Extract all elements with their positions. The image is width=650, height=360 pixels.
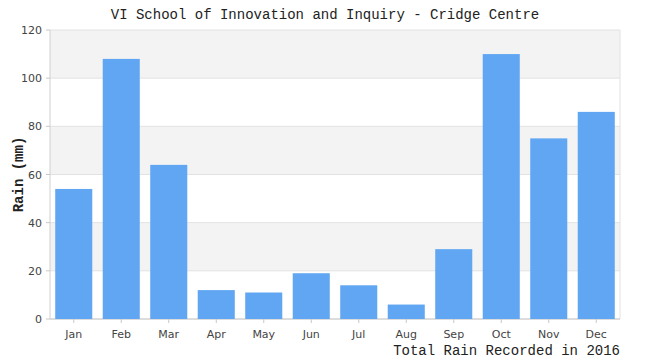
y-tick <box>46 78 50 79</box>
grid-line <box>50 30 620 31</box>
y-tick <box>46 126 50 127</box>
x-tick <box>216 319 217 323</box>
bar <box>483 54 520 319</box>
x-axis-label: Total Rain Recorded in 2016 <box>393 343 620 359</box>
y-tick <box>46 222 50 223</box>
x-tick-label: Jun <box>302 328 320 341</box>
bar <box>435 249 472 319</box>
x-tick-label: Jan <box>64 328 82 341</box>
bar <box>55 189 92 319</box>
chart-svg: 0 20 40 60 80 100 120 Jan Feb Mar Apr May Jun Jul Aug S… <box>0 0 650 360</box>
frame-right <box>620 30 621 319</box>
x-tick <box>453 319 454 323</box>
x-tick <box>168 319 169 323</box>
chart-container: 0 20 40 60 80 100 120 Jan Feb Mar Apr May Jun Jul Aug S… <box>0 0 650 360</box>
x-tick-label: Dec <box>586 328 607 341</box>
x-tick-label: Sep <box>443 328 464 341</box>
bar <box>293 273 330 319</box>
x-tick <box>501 319 502 323</box>
x-tick <box>548 319 549 323</box>
bar <box>388 305 425 319</box>
bars <box>55 54 615 319</box>
y-tick-label: 0 <box>35 313 42 326</box>
y-tick-label: 40 <box>28 217 42 230</box>
x-tick <box>311 319 312 323</box>
title: VI School of Innovation and Inquiry - Cr… <box>111 7 539 23</box>
x-tick <box>406 319 407 323</box>
x-tick-label: Feb <box>112 328 131 341</box>
y-tick <box>46 30 50 31</box>
bar <box>198 290 235 319</box>
y-tick-label: 80 <box>28 120 42 133</box>
x-tick-label: Nov <box>538 328 560 341</box>
bar <box>530 138 567 319</box>
x-tick <box>358 319 359 323</box>
x-tick-label: Apr <box>207 328 227 341</box>
x-tick-label: May <box>252 328 275 341</box>
x-tick <box>73 319 74 323</box>
bar <box>245 293 282 319</box>
x-tick-label: Oct <box>492 328 512 341</box>
y-axis-label: Rain (mm) <box>11 137 27 213</box>
bar <box>578 112 615 319</box>
x-tick <box>263 319 264 323</box>
x-tick <box>121 319 122 323</box>
x-tick-label: Aug <box>396 328 417 341</box>
y-tick <box>46 174 50 175</box>
y-tick <box>46 270 50 271</box>
bar <box>150 165 187 319</box>
y-tick-label: 60 <box>28 169 42 182</box>
y-tick-label: 20 <box>28 265 42 278</box>
bar <box>103 59 140 319</box>
y-tick-label: 120 <box>21 24 42 37</box>
x-tick-label: Jul <box>351 328 365 341</box>
x-tick-label: Mar <box>158 328 179 341</box>
y-tick <box>46 319 50 320</box>
bar <box>340 285 377 319</box>
x-tick <box>596 319 597 323</box>
y-tick-label: 100 <box>21 72 42 85</box>
